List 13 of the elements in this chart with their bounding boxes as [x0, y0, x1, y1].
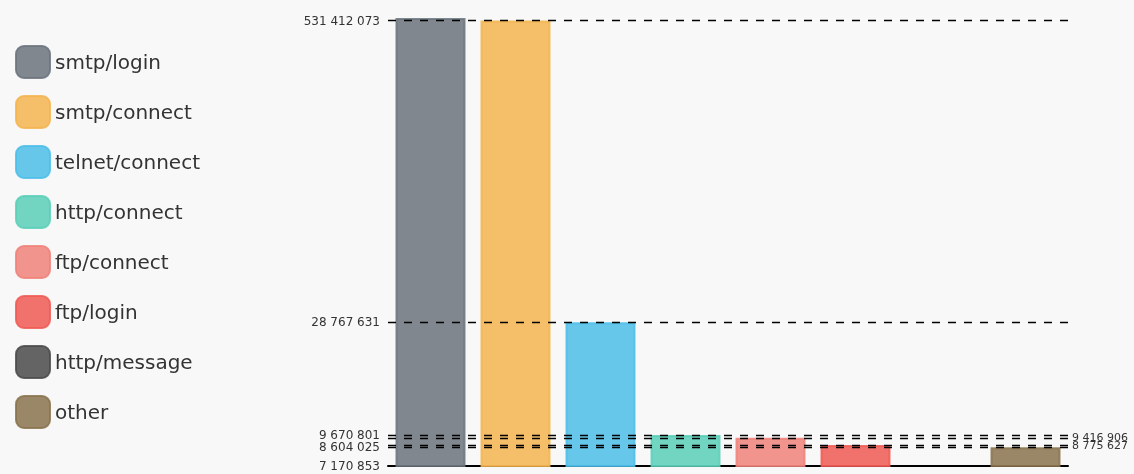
legend-label: smtp/connect [55, 100, 193, 124]
legend-label: ftp/login [55, 300, 138, 324]
y-tick-label: 28 767 631 [311, 315, 380, 330]
y-tick-label: 7 170 853 [318, 459, 380, 473]
y-tick-label: 8 604 025 [318, 440, 380, 455]
y-tick-label: 531 412 073 [303, 13, 380, 28]
legend-label: smtp/login [55, 50, 161, 74]
legend-label: http/message [55, 350, 193, 374]
legend-label: other [55, 400, 110, 424]
y-tick-label: 9 670 801 [318, 428, 380, 443]
legend-label: telnet/connect [55, 150, 201, 174]
legend-label: http/connect [55, 200, 183, 224]
legend-label: ftp/connect [55, 250, 169, 274]
